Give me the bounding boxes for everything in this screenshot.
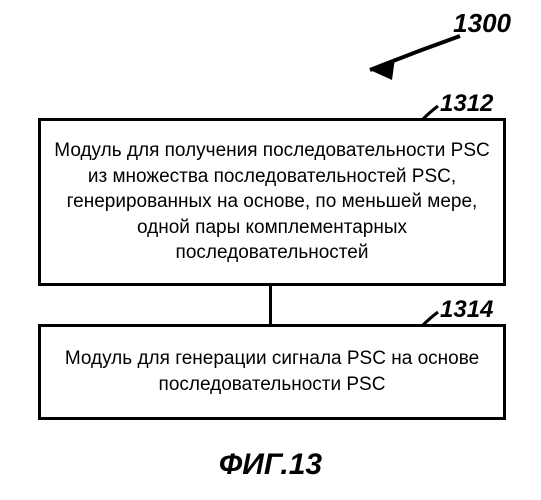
figure-caption: ФИГ.13 [0, 448, 541, 482]
module-box-1: Модуль для получения последовательности … [38, 118, 506, 286]
module-box-1-text: Модуль для получения последовательности … [51, 138, 493, 266]
module-box-2: Модуль для генерации сигнала PSC на осно… [38, 324, 506, 420]
module-box-2-text: Модуль для генерации сигнала PSC на осно… [51, 346, 493, 397]
arrow-head [370, 58, 395, 80]
connector-line [269, 286, 272, 324]
diagram-canvas: 1300 1312 Модуль для получения последова… [0, 0, 541, 500]
